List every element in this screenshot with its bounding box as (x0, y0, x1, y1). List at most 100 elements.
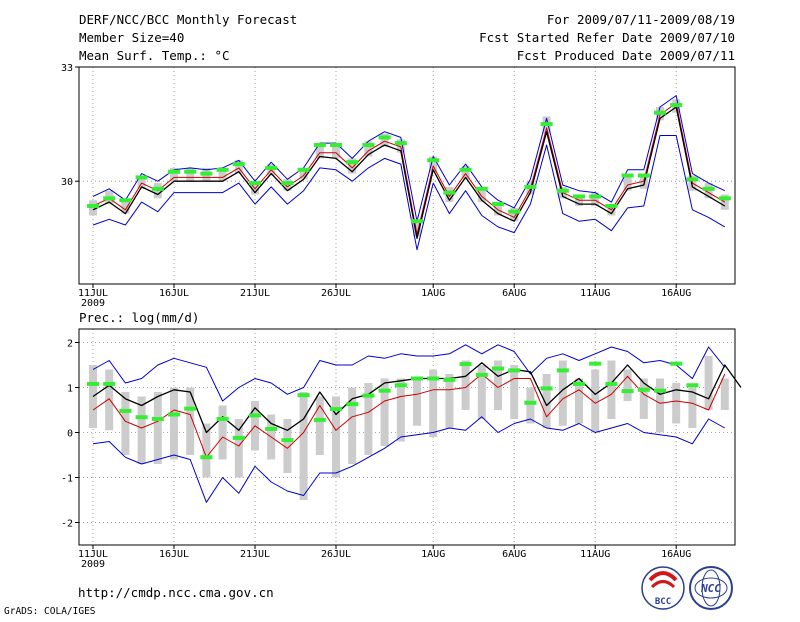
temp-observed-marker (362, 143, 375, 148)
temp-spread-bar (494, 202, 502, 216)
temp-observed-marker (459, 167, 472, 172)
prec-xtick-label: 26JUL (321, 549, 351, 560)
header-fcst-started: Fcst Started Refer Date 2009/07/10 (479, 30, 735, 45)
temp-observed-marker (330, 143, 342, 148)
prec-observed-marker (443, 377, 456, 382)
temp-spread-bar (234, 160, 243, 174)
prec-observed-marker (119, 408, 132, 413)
prec-spread-bar (202, 423, 211, 478)
prec-spread-bar (542, 374, 551, 428)
temp-observed-marker (168, 169, 180, 174)
prec-spread-bar (218, 405, 227, 460)
temp-line-ensemble-mean (92, 106, 726, 239)
prec-observed-marker (394, 383, 407, 388)
prec-ytick-label: -2 (61, 519, 73, 530)
prec-spread-bar (607, 360, 616, 419)
temp-observed-marker (184, 169, 197, 174)
prec-line-lower (92, 416, 726, 503)
prec-observed-marker (330, 407, 342, 412)
temp-observed-marker (119, 198, 132, 203)
temp-ytick-label: 33 (61, 63, 73, 74)
temperature-series-lines (92, 95, 726, 251)
temp-spread-bar (348, 158, 357, 174)
temp-spread-bar (720, 194, 729, 210)
prec-ytick-label: -1 (61, 474, 73, 485)
prec-observed-marker (313, 417, 326, 422)
temp-spread-bar (170, 167, 178, 182)
temp-spread-bar (186, 167, 195, 182)
precipitation-spread-bars (89, 356, 729, 500)
footer-url[interactable]: http://cmdp.ncc.cma.gov.cn (78, 585, 274, 600)
temp-observed-marker (492, 202, 504, 207)
temp-observed-marker (249, 181, 261, 186)
temp-observed-marker (265, 165, 278, 170)
prec-spread-bar (413, 378, 421, 426)
prec-observed-marker (573, 381, 585, 386)
prec-observed-marker (249, 413, 261, 418)
prec-observed-marker (508, 368, 521, 373)
prec-xtick-label: 16AUG (661, 549, 691, 560)
temp-xtick-label: 26JUL (321, 288, 351, 299)
prec-observed-marker (686, 383, 699, 388)
temp-spread-bar (591, 192, 600, 206)
prec-spread-bar (704, 356, 713, 410)
temperature-observed-markers (87, 103, 731, 224)
prec-ytick-label: 1 (67, 384, 73, 395)
prec-spread-bar (591, 369, 600, 433)
prec-xtick-label: 11AUG (580, 549, 610, 560)
temp-observed-marker (573, 194, 585, 199)
prec-spread-bar (477, 365, 486, 419)
prec-spread-bar (137, 396, 146, 464)
prec-ytick-label: 0 (67, 429, 73, 440)
temp-spread-bar (299, 167, 308, 180)
temp-observed-marker (313, 143, 326, 148)
temp-observed-marker (103, 196, 116, 201)
temp-observed-marker (394, 141, 407, 146)
bcc-logo: BCC (641, 566, 685, 610)
prec-xtick-label: 1AUG (421, 549, 445, 560)
temp-observed-marker (346, 160, 359, 165)
prec-observed-marker (168, 412, 180, 417)
prec-spread-bar (234, 419, 243, 478)
header-member-size: Member Size=40 (79, 30, 184, 45)
precipitation-plot-frame (78, 328, 736, 546)
prec-line-upper (92, 344, 726, 402)
temp-xtick-label: 6AUG (502, 288, 526, 299)
header-variable-top: Mean Surf. Temp.: °C (79, 48, 230, 63)
temp-spread-bar (623, 173, 632, 191)
prec-observed-marker (135, 415, 148, 420)
prec-observed-marker (637, 387, 650, 392)
prec-spread-bar (283, 419, 292, 473)
temp-observed-marker (378, 135, 391, 140)
temp-spread-bar (510, 207, 519, 222)
prec-observed-marker (475, 372, 488, 377)
ncc-logo-text: NCC (700, 582, 721, 595)
prec-observed-marker (151, 417, 164, 421)
prec-spread-bar (445, 374, 454, 428)
temp-xtick-label: 11JUL (78, 288, 108, 299)
prec-observed-marker (621, 389, 634, 394)
temp-xtick-sublabel: 2009 (81, 298, 105, 309)
temp-line-upper (92, 95, 726, 222)
prec-observed-marker (411, 376, 423, 381)
prec-observed-marker (459, 362, 472, 367)
prec-xtick-label: 11JUL (78, 549, 108, 560)
prec-observed-marker (103, 381, 116, 386)
temp-xtick-label: 16AUG (661, 288, 691, 299)
temp-observed-marker (232, 162, 245, 167)
prec-spread-bar (526, 387, 535, 424)
temp-spread-bar (364, 141, 373, 157)
header-period: For 2009/07/11-2009/08/19 (547, 12, 735, 27)
temp-observed-marker (718, 196, 731, 201)
temp-observed-marker (151, 186, 164, 191)
temp-spread-bar (121, 202, 130, 214)
prec-spread-bar (396, 378, 405, 442)
temp-observed-marker (654, 110, 666, 115)
temp-spread-bar (315, 143, 324, 159)
temp-xtick-label: 1AUG (421, 288, 445, 299)
